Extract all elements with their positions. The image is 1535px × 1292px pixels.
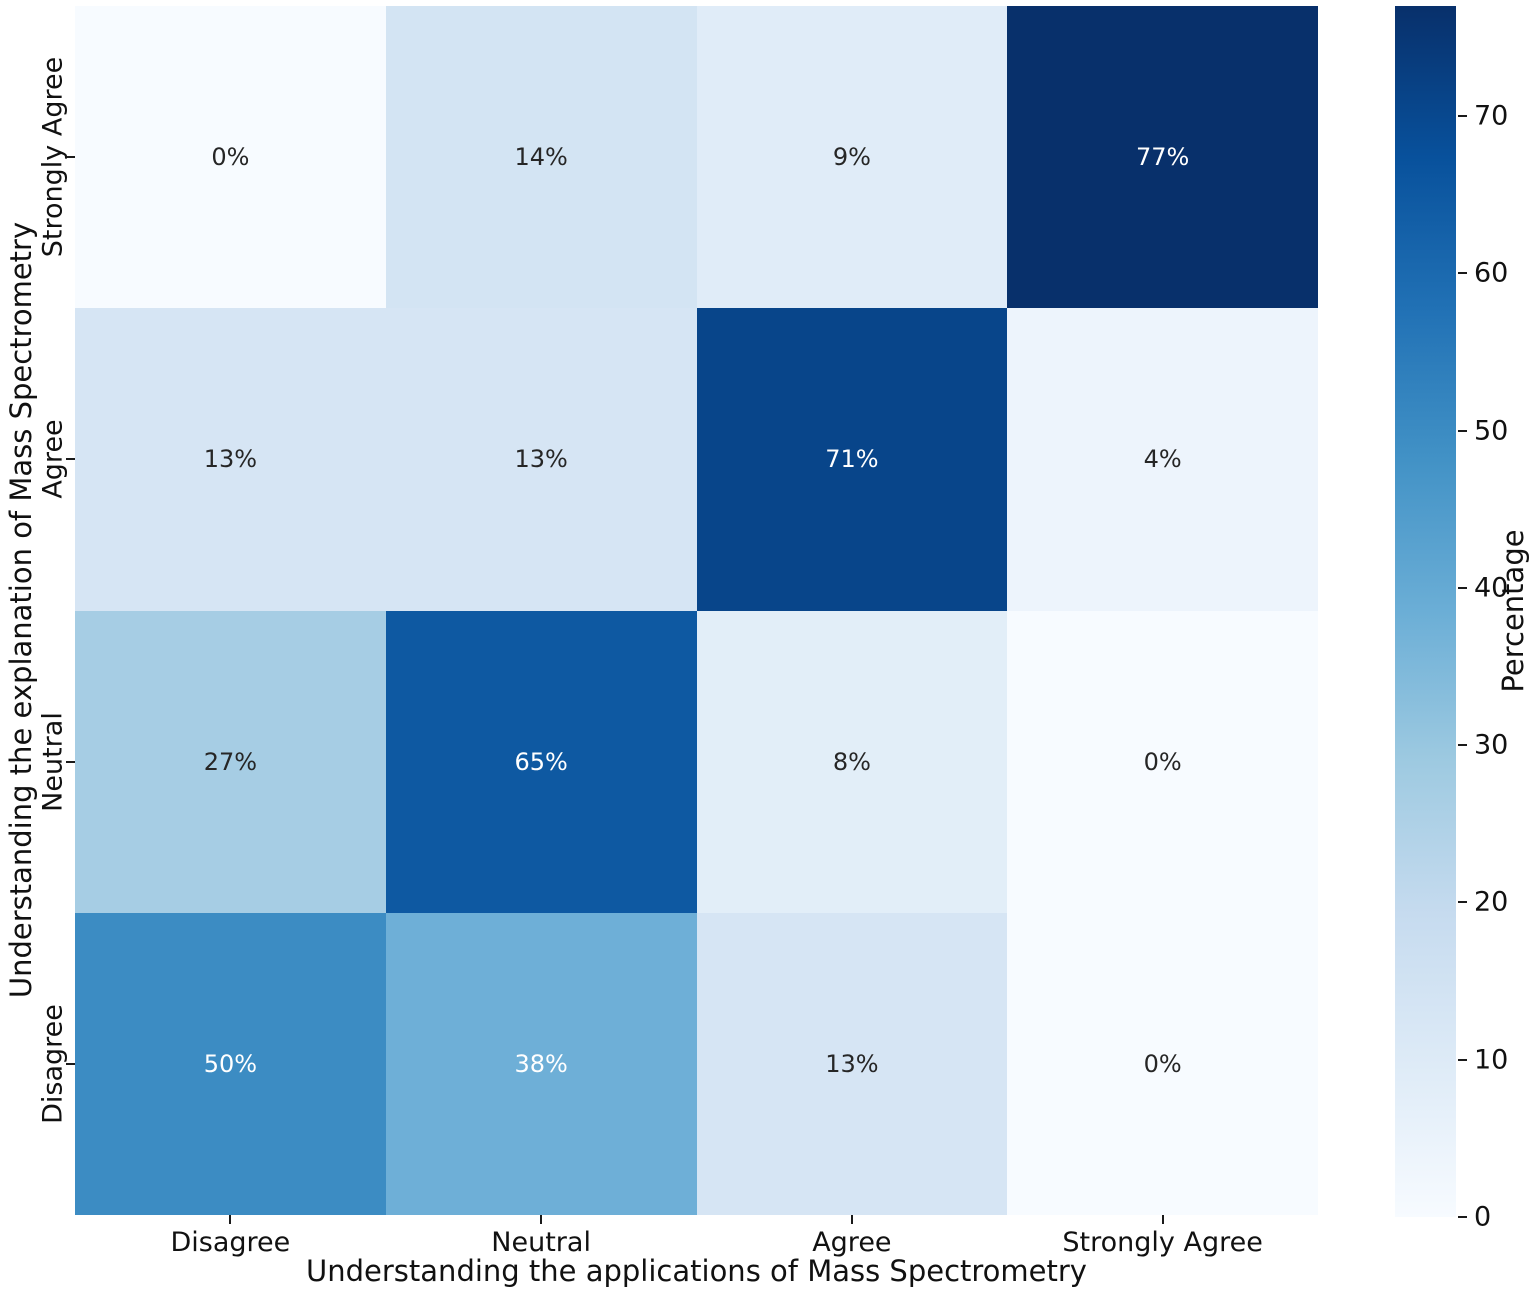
colorbar-tick-label: 0 xyxy=(1474,1201,1492,1233)
colorbar-tick-mark xyxy=(1458,429,1467,432)
heatmap-cell-r3-c1: 38% xyxy=(385,912,697,1215)
colorbar: 0 10 20 30 40 50 60 70 xyxy=(1395,6,1508,1233)
heatmap-cell-r0-c0: 0% xyxy=(75,6,386,309)
cell-value: 50% xyxy=(203,1049,258,1078)
colorbar-tick-mark xyxy=(1458,115,1467,118)
heatmap-cell-r1-c3: 4% xyxy=(1007,308,1318,611)
colorbar-tick-mark xyxy=(1458,744,1467,747)
colorbar-tick-mark xyxy=(1458,1216,1467,1218)
colorbar-tick-mark xyxy=(1458,901,1467,904)
heatmap-cell-r1-c0: 13% xyxy=(75,308,386,611)
heatmap-cell-r3-c2: 13% xyxy=(696,912,1008,1215)
cell-value: 13% xyxy=(825,1049,879,1078)
x-tick-label: Disagree xyxy=(170,1227,291,1258)
cell-value: 38% xyxy=(514,1049,568,1078)
x-tick-label: Agree xyxy=(812,1227,892,1258)
heatmap-cell-r2-c3: 0% xyxy=(1007,610,1318,913)
heatmap-cell-r2-c1: 65% xyxy=(385,610,697,913)
x-tick-mark xyxy=(540,1215,543,1224)
heatmap-cell-r3-c0: 50% xyxy=(75,912,386,1215)
colorbar-tick-label: 10 xyxy=(1474,1044,1509,1076)
y-tick-label: Neutral xyxy=(37,711,69,812)
cell-value: 65% xyxy=(514,747,568,776)
cell-value: 14% xyxy=(514,143,568,172)
heatmap-cell-r0-c3: 77% xyxy=(1007,6,1318,309)
colorbar-tick-label: 60 xyxy=(1474,257,1509,289)
cell-value: 27% xyxy=(203,747,258,776)
colorbar-tick-mark xyxy=(1458,586,1467,589)
y-tick-mark xyxy=(66,458,75,461)
colorbar-label: Percentage xyxy=(1496,529,1530,693)
y-axis-ticks: Strongly Agree Agree Neutral Disagree xyxy=(0,6,75,1215)
x-tick-mark xyxy=(1161,1215,1164,1224)
heatmap-cell-r2-c2: 8% xyxy=(696,610,1008,913)
colorbar-tick-label: 70 xyxy=(1474,100,1509,132)
heatmap-grid: 0% 14% 9% 77% 13% 13% 71% 4% 27% 65% 8% 0% 50% 38% 13%… xyxy=(75,6,1318,1215)
colorbar-tick-mark xyxy=(1458,272,1467,275)
cell-value: 0% xyxy=(1143,1049,1182,1078)
cell-value: 4% xyxy=(1143,445,1182,474)
heatmap-cell-r1-c2: 71% xyxy=(696,308,1008,611)
y-tick-mark xyxy=(66,760,75,763)
colorbar-tick-label: 40 xyxy=(1474,572,1509,604)
cell-value: 71% xyxy=(825,445,879,474)
colorbar-gradient xyxy=(1395,6,1456,1217)
y-tick-mark xyxy=(66,156,75,159)
x-tick-mark xyxy=(850,1215,853,1224)
cell-value: 13% xyxy=(514,445,568,474)
cell-value: 9% xyxy=(832,143,871,172)
y-tick-mark xyxy=(66,1062,75,1065)
cell-value: 0% xyxy=(211,143,250,172)
colorbar-tick-label: 30 xyxy=(1474,729,1509,761)
heatmap-cell-r3-c3: 0% xyxy=(1007,912,1318,1215)
y-tick-label: Strongly Agree xyxy=(37,56,69,258)
x-tick-label: Strongly Agree xyxy=(1062,1227,1263,1258)
cell-value: 77% xyxy=(1135,143,1190,172)
heatmap-cell-r2-c0: 27% xyxy=(75,610,386,913)
heatmap-cell-r1-c1: 13% xyxy=(385,308,697,611)
heatmap-cell-r0-c2: 9% xyxy=(696,6,1008,309)
x-tick-mark xyxy=(229,1215,232,1224)
cell-value: 13% xyxy=(203,445,258,474)
x-tick-label: Neutral xyxy=(491,1227,591,1258)
colorbar-tick-label: 50 xyxy=(1474,415,1509,447)
y-tick-label: Disagree xyxy=(37,1003,69,1124)
cell-value: 8% xyxy=(832,747,871,776)
colorbar-tick-label: 20 xyxy=(1474,886,1509,918)
heatmap-cell-r0-c1: 14% xyxy=(385,6,697,309)
x-axis-title: Understanding the applications of Mass S… xyxy=(306,1254,1087,1288)
y-tick-label: Agree xyxy=(37,419,69,500)
colorbar-tick-mark xyxy=(1458,1058,1467,1061)
x-axis-ticks: Disagree Neutral Agree Strongly Agree xyxy=(75,1215,1318,1261)
cell-value: 0% xyxy=(1143,747,1182,776)
